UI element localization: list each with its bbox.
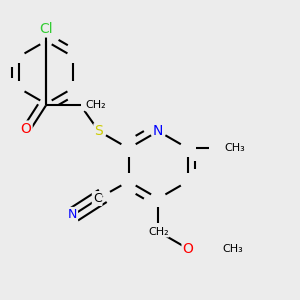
Text: N: N	[68, 208, 77, 221]
Text: CH₂: CH₂	[148, 226, 169, 237]
Text: CH₂: CH₂	[85, 100, 106, 110]
Text: O: O	[182, 242, 194, 256]
Text: S: S	[94, 124, 103, 138]
Text: CH₃: CH₃	[223, 244, 243, 254]
Text: Cl: Cl	[39, 22, 53, 37]
Text: O: O	[21, 122, 32, 136]
Text: N: N	[153, 124, 164, 138]
Text: CH₃: CH₃	[224, 143, 245, 153]
Text: C: C	[93, 192, 101, 205]
